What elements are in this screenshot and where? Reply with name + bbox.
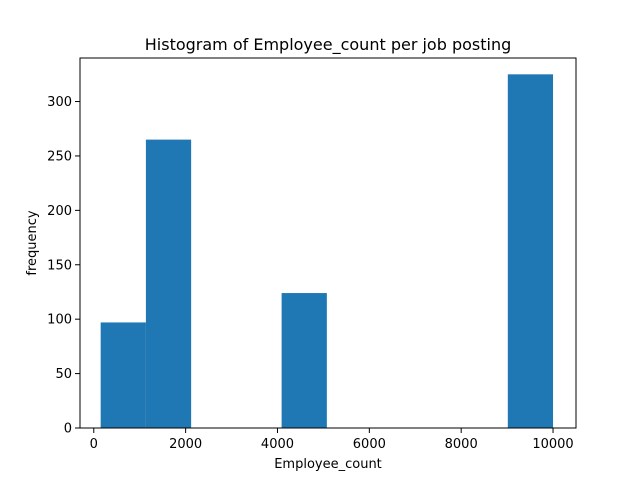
x-axis-label: Employee_count (274, 457, 382, 472)
chart-title: Histogram of Employee_count per job post… (145, 35, 512, 55)
histogram-bar (281, 293, 327, 428)
histogram-bar (507, 74, 554, 428)
histogram-bar (100, 322, 146, 428)
histogram-bar (145, 139, 192, 428)
x-tick-label: 10000 (532, 437, 573, 452)
y-tick-label: 50 (55, 367, 72, 382)
x-tick-label: 0 (90, 437, 98, 452)
x-tick-label: 2000 (169, 437, 202, 452)
y-tick-label: 150 (47, 258, 72, 273)
plot-frame (79, 57, 577, 429)
y-tick-label: 0 (64, 422, 72, 437)
x-tick-label: 6000 (353, 437, 386, 452)
x-tick-label: 4000 (261, 437, 294, 452)
bars-group (100, 74, 554, 428)
y-tick-label: 250 (47, 149, 72, 164)
y-tick-label: 300 (47, 95, 72, 110)
x-tick-label: 8000 (445, 437, 478, 452)
y-tick-label: 200 (47, 204, 72, 219)
y-axis: 0 50 100 150 200 250 300 (47, 95, 80, 437)
y-axis-label: frequency (25, 210, 40, 276)
y-tick-label: 100 (47, 313, 72, 328)
x-axis: 0 2000 4000 6000 8000 10000 (90, 428, 574, 452)
